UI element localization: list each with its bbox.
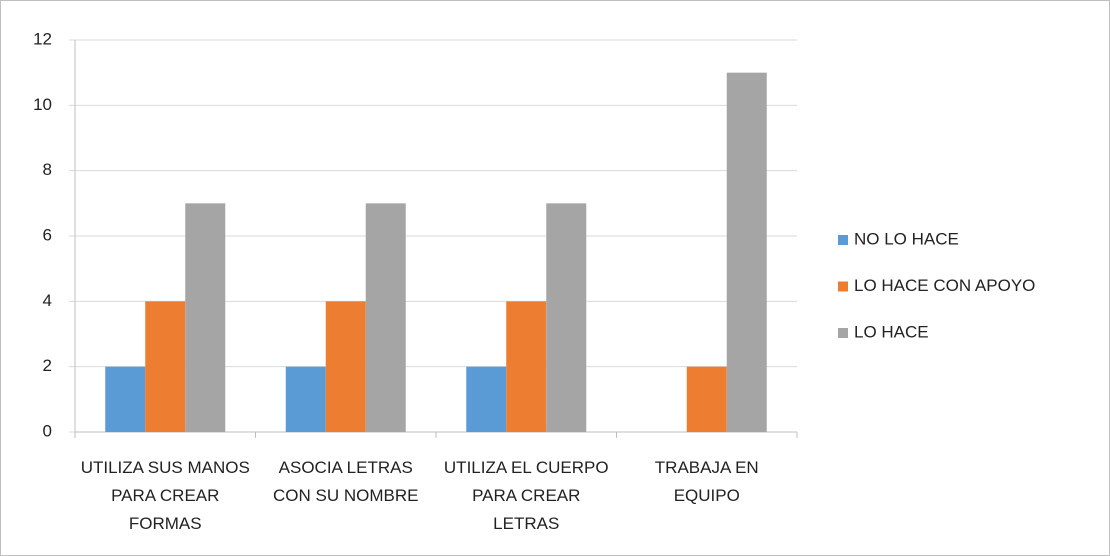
y-tick-label: 8	[43, 160, 52, 179]
bar	[285, 366, 326, 432]
bar	[546, 203, 587, 432]
legend-label: LO HACE	[854, 322, 929, 341]
bar	[686, 366, 727, 432]
y-tick-label: 4	[43, 291, 52, 310]
legend-label: LO HACE CON APOYO	[854, 276, 1035, 295]
y-tick-label: 2	[43, 356, 52, 375]
y-tick-label: 0	[43, 421, 52, 440]
y-tick-label: 10	[33, 95, 52, 114]
bar	[105, 366, 146, 432]
bar	[726, 72, 767, 433]
legend-label: NO LO HACE	[854, 229, 959, 248]
x-tick-label: UTILIZA EL CUERPO PARA CREAR LETRAS	[443, 458, 609, 533]
bar	[325, 301, 366, 432]
legend-swatch	[838, 235, 848, 245]
bar	[365, 203, 406, 432]
x-tick-label: TRABAJA EN EQUIPO	[654, 458, 759, 505]
x-tick-label: UTILIZA SUS MANOS PARA CREAR FORMAS	[80, 458, 250, 533]
legend-swatch	[838, 328, 848, 338]
x-tick-label: ASOCIA LETRAS CON SU NOMBRE	[273, 458, 419, 505]
bar	[466, 366, 507, 432]
legend-swatch	[838, 281, 848, 292]
y-tick-label: 6	[43, 225, 52, 244]
y-tick-label: 12	[33, 29, 52, 48]
bar	[506, 301, 547, 432]
bar	[185, 203, 226, 432]
bar	[145, 301, 186, 432]
